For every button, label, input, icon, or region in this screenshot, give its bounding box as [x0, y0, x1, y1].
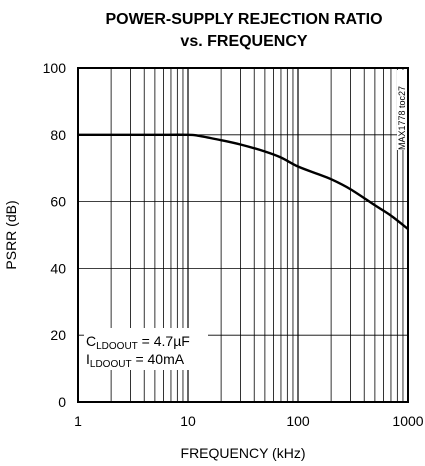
grid-lines: [78, 68, 408, 402]
y-tick-label: 100: [43, 60, 67, 76]
x-axis-label: FREQUENCY (kHz): [181, 445, 306, 461]
y-tick-label: 20: [50, 327, 66, 343]
plot-frame: [77, 67, 409, 403]
figure-id-label: MAX1778 toc27: [397, 86, 407, 150]
figure-id-background: [397, 70, 407, 150]
y-tick-label: 60: [50, 194, 66, 210]
psrr-series-line: [78, 133, 409, 230]
annotation-current: ILDOOUT = 40mA: [86, 351, 185, 370]
annotation-capacitance: CLDOOUT = 4.7µF: [86, 333, 190, 352]
y-axis-label: PSRR (dB): [3, 200, 19, 269]
tick-labels: 1 10 100 1000 0 20 40 60 80 100: [43, 60, 424, 429]
x-tick-label: 100: [286, 413, 310, 429]
y-tick-label: 40: [50, 260, 66, 276]
x-tick-label: 1000: [392, 413, 423, 429]
y-tick-label: 0: [58, 394, 66, 410]
x-tick-label: 10: [180, 413, 196, 429]
chart-title-line2: vs. FREQUENCY: [180, 33, 307, 50]
chart-title-line1: POWER-SUPPLY REJECTION RATIO: [105, 11, 382, 28]
x-tick-label: 1: [74, 413, 82, 429]
y-tick-label: 80: [50, 127, 66, 143]
annotation-box: [84, 328, 208, 370]
